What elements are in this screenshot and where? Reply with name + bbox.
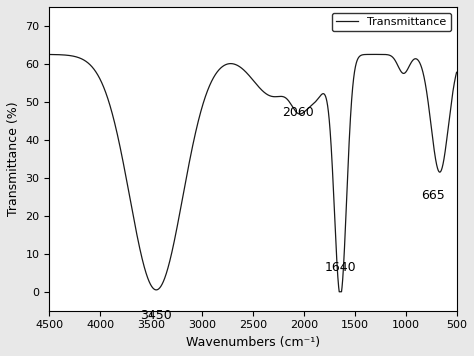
Line: Transmittance: Transmittance xyxy=(49,54,456,292)
Transmittance xyxy=(67,53,73,58)
Text: 1640: 1640 xyxy=(325,261,356,274)
Transmittance xyxy=(194,125,200,130)
Transmittance xyxy=(348,103,354,107)
X-axis label: Wavenumbers (cm⁻¹): Wavenumbers (cm⁻¹) xyxy=(186,336,320,349)
Transmittance xyxy=(454,70,459,74)
Text: 665: 665 xyxy=(421,189,445,202)
Transmittance xyxy=(374,52,380,57)
Legend: Transmittance: Transmittance xyxy=(332,12,451,31)
Transmittance xyxy=(287,101,293,105)
Transmittance xyxy=(305,106,311,111)
Transmittance xyxy=(46,52,52,57)
Text: 2060: 2060 xyxy=(282,106,314,119)
Transmittance xyxy=(370,52,376,57)
Y-axis label: Transmittance (%): Transmittance (%) xyxy=(7,101,20,216)
Transmittance xyxy=(337,290,342,294)
Text: 3450: 3450 xyxy=(140,309,172,322)
